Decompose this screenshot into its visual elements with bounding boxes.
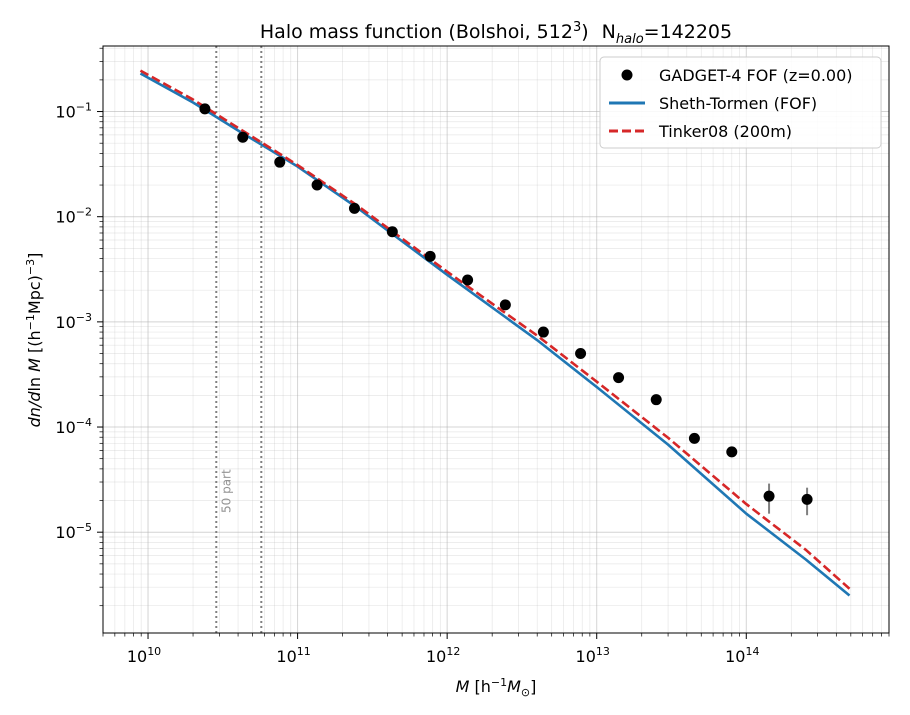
legend-box xyxy=(599,56,882,149)
data-point xyxy=(801,493,813,505)
x-tick-label: 1013 xyxy=(576,645,610,666)
data-point xyxy=(763,490,775,502)
data-point xyxy=(462,274,474,286)
y-tick-label: 10−4 xyxy=(55,416,92,437)
x-tick-label: 1011 xyxy=(276,645,310,666)
x-axis-label: M [h−1M⊙] xyxy=(456,676,537,699)
legend-label-sheth-tormen: Sheth-Tormen (FOF) xyxy=(659,94,817,113)
data-point xyxy=(199,103,211,115)
legend: GADGET-4 FOF (z=0.00) Sheth-Tormen (FOF)… xyxy=(599,56,882,149)
data-point xyxy=(311,179,323,191)
data-point xyxy=(575,348,587,360)
plot-frame xyxy=(102,45,890,634)
x-tick-label: 1012 xyxy=(426,645,460,666)
legend-marker-gadget xyxy=(621,69,633,81)
data-point xyxy=(537,326,549,338)
data-point xyxy=(237,131,249,143)
legend-label-gadget: GADGET-4 FOF (z=0.00) xyxy=(659,66,853,85)
vline-layer: 50 part xyxy=(215,46,263,633)
y-tick-label: 10−1 xyxy=(55,101,92,122)
sheth-tormen-curve xyxy=(139,72,851,597)
y-axis-label: dn/dln M [(h−1Mpc)−3] xyxy=(24,253,44,428)
data-point xyxy=(274,156,286,168)
data-point xyxy=(726,446,738,458)
series-layer xyxy=(139,69,851,597)
y-tick-label: 10−5 xyxy=(55,521,92,542)
tick-layer xyxy=(97,47,890,639)
x-tick-label: 1014 xyxy=(725,645,759,666)
x-tick-label: 1010 xyxy=(127,645,161,666)
tick-label-layer: 1010 1011 1012 1013 1014 10−1 10−2 10−3 10−4 10−5 xyxy=(55,101,759,666)
data-point xyxy=(650,394,662,406)
data-point xyxy=(499,299,511,311)
tinker08-curve xyxy=(139,69,851,590)
data-point xyxy=(688,432,700,444)
chart-title: Halo mass function (Bolshoi, 5123) Nhalo=… xyxy=(260,20,732,47)
y-tick-label: 10−2 xyxy=(55,206,92,227)
data-point xyxy=(613,372,625,384)
data-point xyxy=(348,202,360,214)
y-tick-label: 10−3 xyxy=(55,311,92,332)
data-point xyxy=(386,226,398,238)
particle-limit-label: 50 part xyxy=(219,469,233,513)
legend-label-tinker08: Tinker08 (200m) xyxy=(658,122,792,141)
data-point xyxy=(424,250,436,262)
